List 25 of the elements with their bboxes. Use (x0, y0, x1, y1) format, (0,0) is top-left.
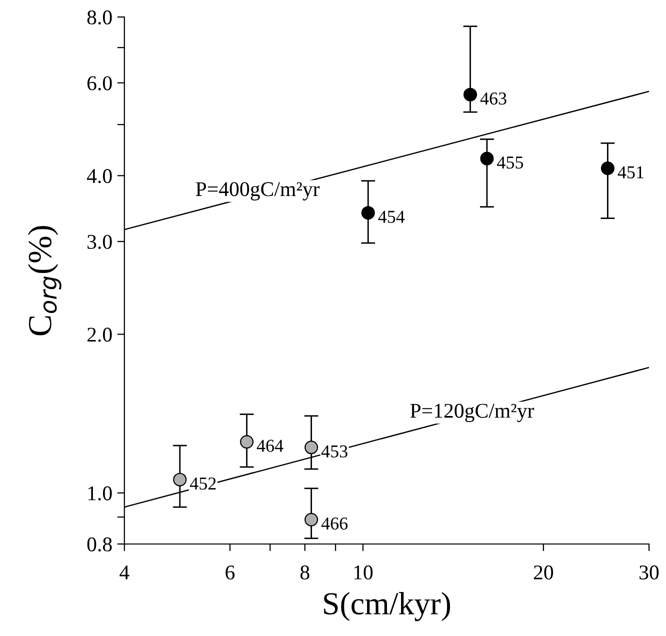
y-tick-label: 1.0 (88, 486, 112, 500)
annotation: 464 (256, 440, 284, 452)
y-tick-label: 3.0 (88, 234, 112, 250)
x-tick-label: 10 (354, 565, 373, 580)
annotation: 466 (321, 518, 348, 530)
y-tick-label: 2.0 (87, 328, 112, 342)
x-tick-label: 30 (640, 565, 659, 580)
x-tick-label: 4 (120, 566, 130, 580)
y-tick-label: 0.8 (87, 537, 112, 552)
annotation: 453 (321, 445, 348, 458)
annotation: 452 (190, 478, 216, 490)
annotation: 451 (618, 166, 644, 178)
y-tick-label: 8.0 (87, 10, 112, 25)
x-axis-title: S(cm/kyr) (324, 592, 450, 622)
x-tick-label: 8 (300, 565, 310, 580)
x-tick-label: 6 (226, 565, 235, 580)
annotation: 454 (378, 210, 405, 223)
x-tick-label: 20 (534, 565, 554, 580)
annotation: P=120gC/m²yr (410, 404, 534, 422)
annotation: 463 (480, 92, 506, 105)
y-axis-title: C$_{org}$(%) (28, 226, 62, 336)
y-tick-label: 4.0 (86, 169, 112, 184)
annotation: P=400gC/m²yr (196, 182, 320, 200)
y-tick-label: 6.0 (87, 76, 112, 90)
annotation: 455 (497, 156, 524, 169)
